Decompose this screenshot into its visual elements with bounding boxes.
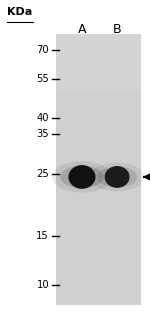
- Ellipse shape: [52, 161, 112, 193]
- Ellipse shape: [105, 166, 130, 188]
- Ellipse shape: [90, 163, 144, 191]
- Text: 70: 70: [36, 45, 49, 55]
- Text: 15: 15: [36, 231, 49, 241]
- Text: 35: 35: [36, 129, 49, 139]
- Bar: [56, 34, 141, 91]
- Ellipse shape: [97, 167, 137, 187]
- Ellipse shape: [68, 165, 96, 189]
- Ellipse shape: [60, 166, 104, 188]
- Text: 40: 40: [36, 113, 49, 123]
- Text: 10: 10: [36, 281, 49, 291]
- Text: A: A: [78, 23, 86, 36]
- Text: 55: 55: [36, 74, 49, 84]
- Text: 25: 25: [36, 169, 49, 179]
- Bar: [56, 34, 141, 305]
- Text: B: B: [113, 23, 121, 36]
- Text: KDa: KDa: [7, 6, 32, 17]
